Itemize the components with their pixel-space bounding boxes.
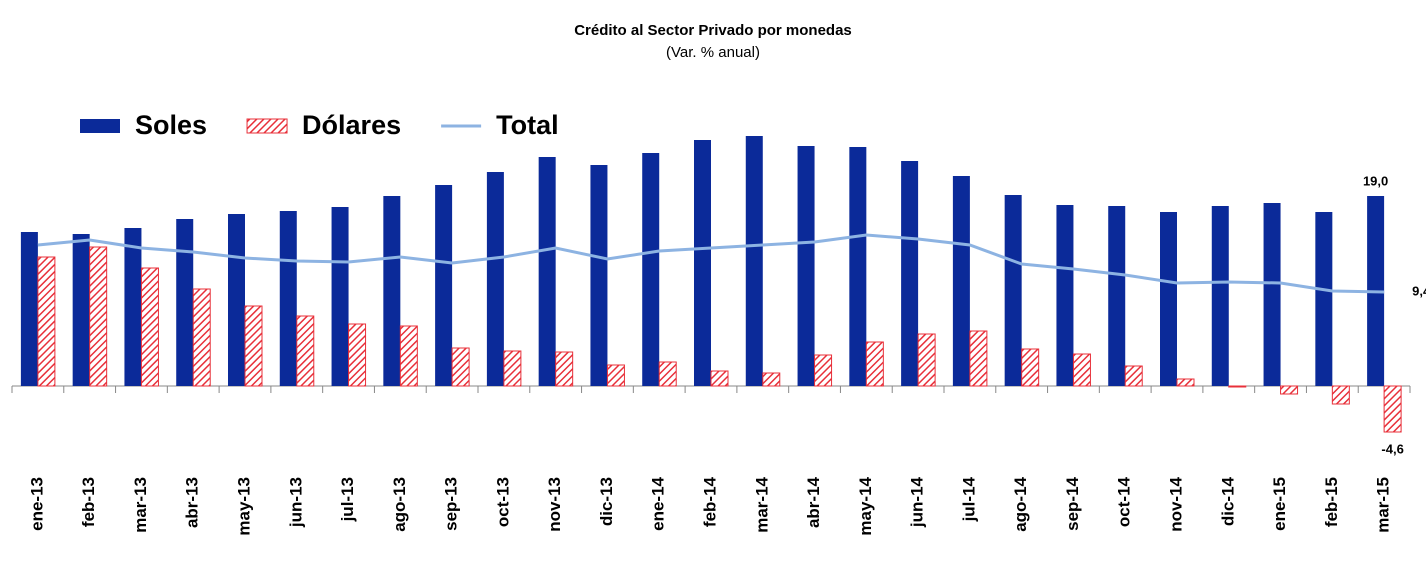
bar	[89, 246, 108, 387]
bar	[72, 234, 90, 386]
bar	[1315, 212, 1333, 386]
x-tick-label: oct-13	[493, 477, 512, 527]
bar	[1056, 205, 1074, 386]
bar	[969, 330, 988, 387]
bar	[1383, 385, 1402, 433]
bar	[865, 341, 884, 387]
bar	[348, 323, 367, 387]
x-tick-label: jun-13	[286, 477, 305, 528]
bar	[435, 185, 453, 386]
bar	[642, 153, 660, 386]
legend-label: Total	[496, 110, 559, 140]
x-tick-label: ago-13	[390, 477, 409, 532]
value-label: -4,6	[1381, 441, 1403, 456]
bar	[228, 214, 245, 386]
bar	[20, 232, 38, 386]
bar	[1263, 203, 1281, 386]
x-tick-label: ene-13	[27, 477, 46, 531]
x-tick-label: abr-14	[804, 476, 823, 528]
legend-label: Soles	[135, 110, 207, 140]
x-tick-label: mar-15	[1374, 477, 1393, 533]
bar	[710, 370, 729, 387]
bar	[952, 176, 970, 386]
bar	[1211, 206, 1229, 386]
x-tick-label: sep-14	[1063, 476, 1082, 530]
bar	[124, 228, 142, 386]
bar	[658, 361, 677, 387]
bar	[797, 146, 815, 386]
x-tick-label: may-13	[234, 477, 253, 536]
bar	[1004, 195, 1022, 386]
x-tick-label: jun-14	[908, 476, 927, 528]
line	[37, 233, 1385, 294]
bar	[1176, 378, 1195, 387]
legend-swatch	[246, 118, 288, 134]
x-tick-label: abr-13	[183, 477, 202, 528]
bar	[917, 333, 936, 387]
bar	[176, 219, 194, 386]
bar	[694, 140, 711, 386]
bar	[296, 315, 315, 387]
bar	[383, 196, 401, 386]
bar	[1228, 385, 1247, 388]
x-tick-label: dic-13	[597, 477, 616, 526]
x-tick-label: ene-15	[1270, 477, 1289, 531]
bar	[331, 207, 349, 386]
value-label: 19,0	[1363, 173, 1388, 188]
value-label: 9,4	[1412, 283, 1426, 298]
x-tick-label: nov-13	[545, 477, 564, 532]
bar	[1160, 212, 1177, 386]
bar	[244, 305, 263, 387]
bar	[1021, 348, 1040, 387]
legend-label: Dólares	[302, 110, 401, 140]
x-tick-label: sep-13	[442, 477, 461, 531]
x-tick-label: feb-13	[79, 477, 98, 527]
bar	[486, 172, 504, 386]
legend-swatch	[80, 119, 120, 133]
bar	[192, 288, 211, 387]
bar	[606, 364, 625, 387]
bar	[1331, 385, 1350, 405]
bar	[399, 325, 418, 387]
bar	[555, 351, 574, 387]
bar	[1124, 365, 1143, 387]
bar	[37, 256, 56, 387]
legend: Soles Dólares Total	[80, 110, 559, 140]
bar	[762, 372, 781, 387]
bar	[901, 161, 919, 386]
x-tick-label: nov-14	[1166, 476, 1185, 531]
x-tick-label: mar-13	[131, 477, 150, 533]
x-tick-label: ene-14	[649, 476, 668, 530]
x-tick-label: feb-14	[700, 476, 719, 527]
bar	[849, 147, 867, 386]
bar	[451, 347, 470, 387]
x-tick-label: mar-14	[752, 476, 771, 532]
bar	[1108, 206, 1126, 386]
x-tick-label: may-14	[856, 476, 875, 535]
bar	[503, 350, 522, 387]
bar	[745, 136, 763, 386]
bar	[140, 267, 159, 387]
x-tick-label: jul-13	[338, 477, 357, 522]
x-tick-label: jul-14	[959, 476, 978, 522]
x-tick-label: ago-14	[1011, 476, 1030, 531]
bar	[1072, 353, 1091, 387]
chart-subtitle: (Var. % anual)	[666, 44, 760, 61]
bar	[279, 211, 297, 386]
bar	[538, 157, 556, 386]
bar	[1280, 385, 1299, 395]
x-tick-label: feb-15	[1322, 477, 1341, 527]
x-tick-label: dic-14	[1218, 476, 1237, 526]
x-tick-label: oct-14	[1115, 476, 1134, 527]
bar	[590, 165, 608, 386]
bar	[814, 354, 833, 387]
chart-title: Crédito al Sector Privado por monedas	[574, 22, 852, 39]
